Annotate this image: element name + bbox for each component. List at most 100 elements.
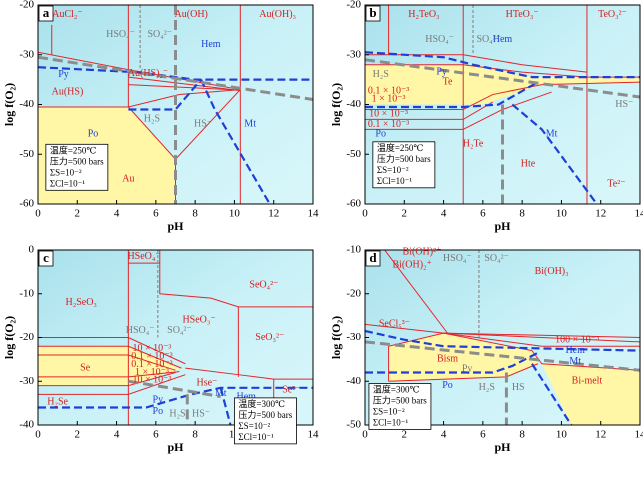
field-label: SeO₄²⁻ <box>249 279 278 290</box>
info-text: 温度=300℃ <box>238 398 285 409</box>
y-tick-label: -30 <box>346 331 361 343</box>
info-text: ΣS=10⁻² <box>377 165 409 175</box>
field-label: Te <box>443 76 453 87</box>
field-label: Bi(OH)₂⁺ <box>392 260 431 271</box>
phase-boundary <box>463 54 588 73</box>
x-tick-label: 4 <box>114 429 120 441</box>
panel-label: a <box>43 5 50 20</box>
phase-boundary <box>159 263 313 308</box>
panel: 0 2 4 6 8 10 12 14 -60 -50 -40 -30 -20 pH log f(O₂) b H₂… <box>329 0 643 233</box>
phase-boundary <box>365 81 539 109</box>
info-box <box>45 143 109 191</box>
phase-boundary <box>38 354 176 371</box>
x-tick-label: 2 <box>75 429 81 441</box>
field-label: Bism <box>437 354 458 365</box>
plot-area <box>365 5 640 204</box>
x-tick-label: 0 <box>362 208 368 220</box>
y-tick-label: -10 <box>19 287 34 299</box>
phase-boundary <box>365 91 552 130</box>
phase-boundary <box>365 101 493 120</box>
phase-boundary <box>38 371 180 378</box>
field-label: Se <box>80 362 91 373</box>
phase-boundary <box>128 89 241 108</box>
field-label: H₂SeO₃ <box>66 297 97 308</box>
field-label: 10 × 10⁻³ <box>132 375 171 386</box>
phase-boundary <box>365 329 640 352</box>
x-tick-label: 8 <box>519 429 525 441</box>
info-text: ΣCl=10⁻¹ <box>373 418 409 428</box>
phase-boundary <box>185 367 313 380</box>
field-label: Au(HS) <box>52 86 84 97</box>
field-label: H₂Se <box>47 397 68 408</box>
field-label: Bi-melt <box>572 376 603 387</box>
phase-boundary <box>38 66 313 81</box>
field-label: HS <box>512 382 525 393</box>
field-label: Au <box>122 173 134 184</box>
phase-boundary <box>128 84 241 91</box>
y-axis-label: log f(O₂) <box>2 316 16 359</box>
field-label: 100 × 10⁻³ <box>555 334 599 345</box>
field-label: Po <box>153 406 164 417</box>
phase-boundary <box>384 250 448 334</box>
phase-boundary <box>38 374 186 395</box>
phase-boundary <box>365 340 640 372</box>
phase-boundary <box>365 323 444 334</box>
x-tick-label: 6 <box>480 208 486 220</box>
phase-boundary <box>365 58 640 99</box>
field-label: Mt <box>569 356 581 367</box>
field-label: HS⁻ <box>194 119 212 130</box>
field-label: H₂S <box>373 69 389 80</box>
field-label: 1 × 10⁻³ <box>135 367 169 378</box>
panel-label-box <box>365 250 381 267</box>
x-tick-label: 8 <box>192 208 198 220</box>
field-label: HS⁻ <box>615 99 633 110</box>
field-label: H₂S <box>479 382 495 393</box>
field-label: H₂Te <box>463 139 484 150</box>
field-label: Hse⁻ <box>197 378 218 389</box>
field-label: Mt <box>244 119 256 130</box>
field-label: AuCl₂⁻ <box>52 9 82 20</box>
field-label: Hem <box>201 39 221 50</box>
phase-boundary <box>38 55 313 102</box>
field-label: 10 × 10⁻³ <box>369 109 408 120</box>
panel: 0 2 4 6 8 10 12 14 -50 -40 -30 -20 -10 pH log f(O₂) d Bi… <box>329 244 643 454</box>
field-label: Mt <box>215 388 227 399</box>
field-label: HSeO₄⁻ <box>127 251 160 262</box>
field-label: Po <box>375 129 386 140</box>
phase-boundary <box>38 372 176 387</box>
field-label: Hte <box>521 158 536 169</box>
phase-boundary <box>38 345 182 369</box>
field-label: SO₄²⁻ <box>476 34 501 45</box>
x-tick-label: 6 <box>153 429 159 441</box>
x-tick-label: 4 <box>114 208 120 220</box>
y-axis-label: log f(O₂) <box>2 83 16 126</box>
x-tick-label: 14 <box>308 429 320 441</box>
field-label: HSeO₃⁻ <box>182 314 215 325</box>
phase-boundary <box>443 332 640 347</box>
field-label: SeCl₅³⁻ <box>379 319 410 330</box>
x-tick-label: 6 <box>480 429 486 441</box>
field-label: Po <box>442 380 453 391</box>
y-axis-label: log f(O₂) <box>329 83 343 126</box>
field-label: H₂S <box>169 408 185 419</box>
x-tick-label: 0 <box>35 208 41 220</box>
y-tick-label: -50 <box>19 148 34 160</box>
field-label: HSO₄⁻ <box>443 253 472 264</box>
y-tick-label: -60 <box>19 198 34 210</box>
x-tick-label: 6 <box>153 208 159 220</box>
phase-boundary <box>443 332 640 343</box>
panel-label-box <box>38 5 54 22</box>
phase-boundary <box>365 351 539 374</box>
x-axis-label: pH <box>494 440 511 454</box>
x-tick-label: 14 <box>308 208 320 220</box>
panel-label: c <box>43 250 49 265</box>
stability-field <box>38 346 182 386</box>
stability-field <box>541 363 640 425</box>
y-tick-label: -40 <box>346 375 361 387</box>
x-tick-label: 10 <box>556 208 568 220</box>
x-tick-label: 8 <box>519 208 525 220</box>
field-label: Au(HS)₂⁻ <box>128 68 168 79</box>
